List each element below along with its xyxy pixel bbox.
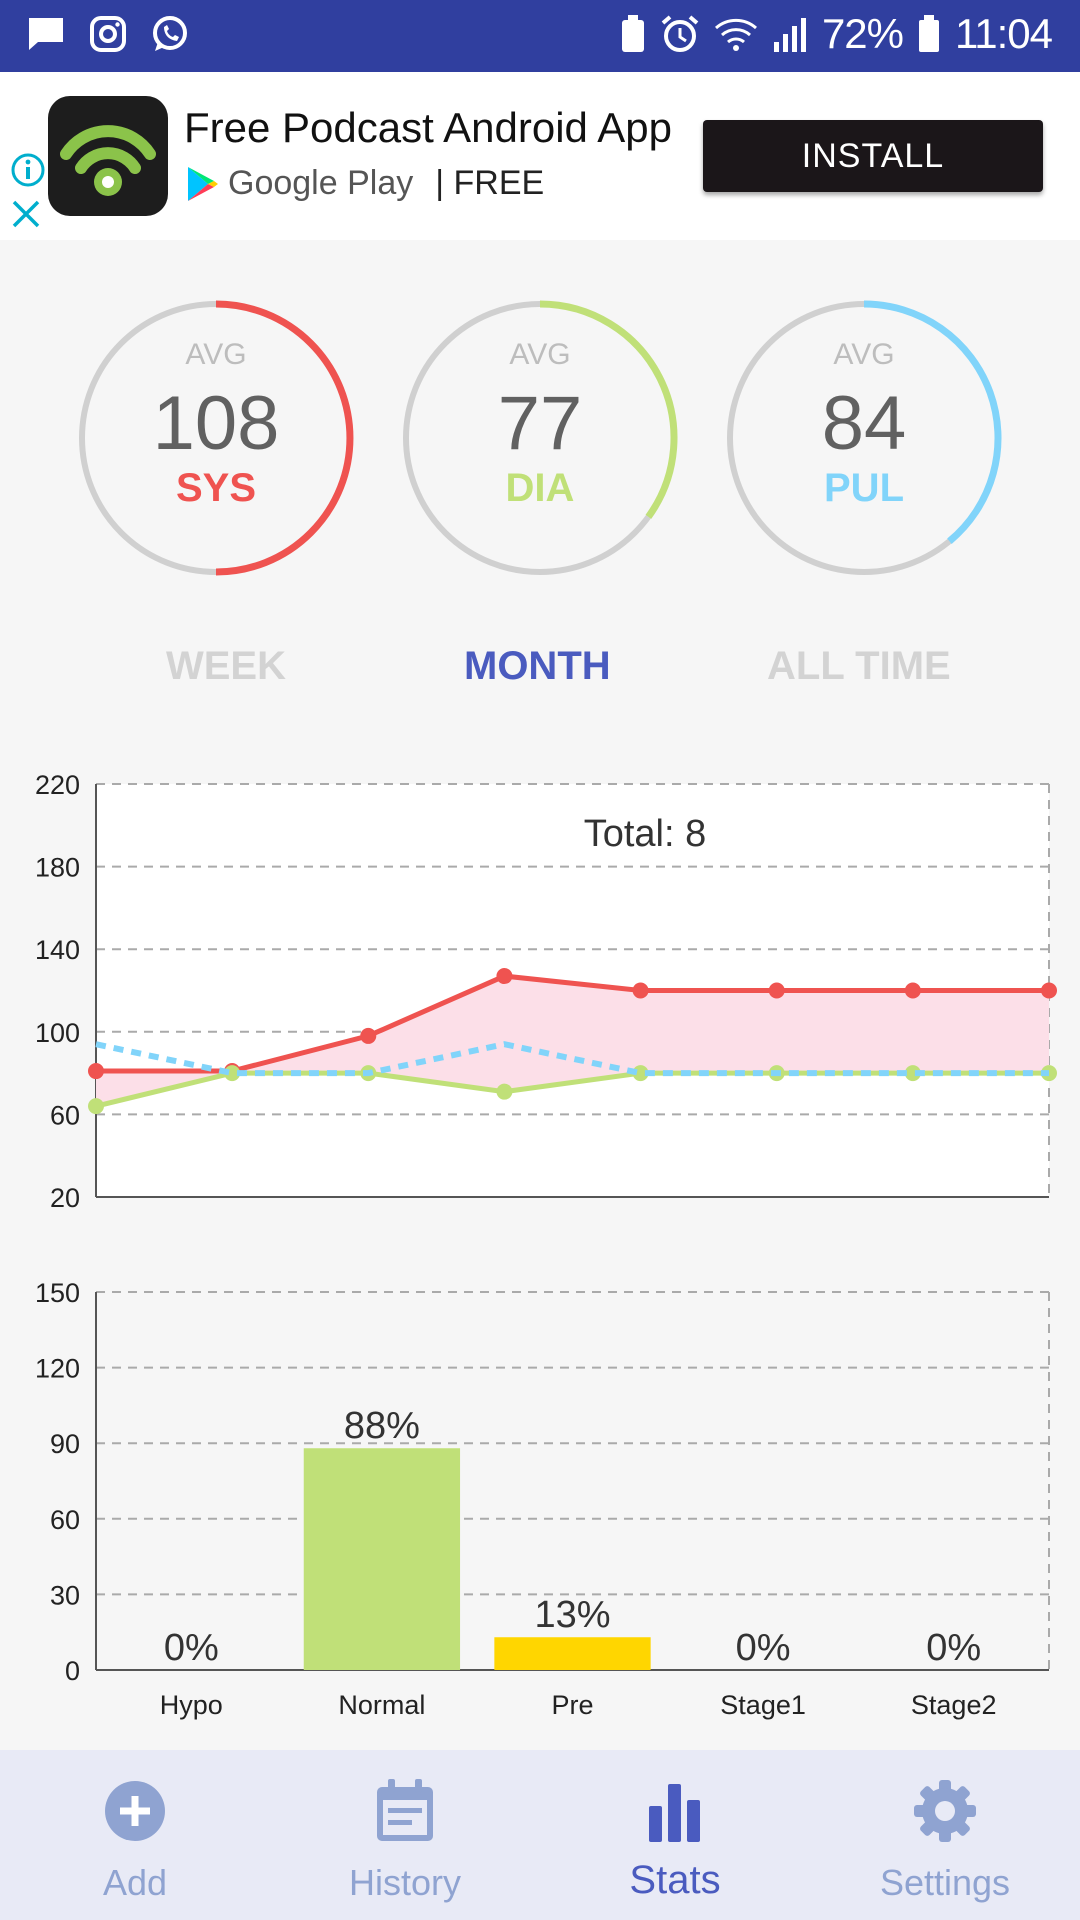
y-tick-label: 0 <box>65 1656 80 1686</box>
diastolic-point <box>88 1098 104 1115</box>
y-tick-label: 140 <box>35 935 80 965</box>
tab-all-time[interactable]: ALL TIME <box>767 644 951 688</box>
signal-icon <box>773 18 806 52</box>
y-tick-label: 180 <box>35 853 80 883</box>
nav-stats[interactable]: Stats <box>540 1750 810 1920</box>
nav-history-label: History <box>348 1862 461 1903</box>
nav-settings[interactable]: Settings <box>810 1750 1080 1920</box>
alarm-icon <box>661 15 699 52</box>
bar-normal <box>303 1448 461 1670</box>
wifi-icon <box>714 18 757 51</box>
diastolic-series-line <box>95 1070 1049 1109</box>
dia-avg-label: AVG <box>509 338 571 371</box>
pul-gauge: AVG 84 PUL <box>724 298 1004 578</box>
gear-icon <box>914 1780 976 1842</box>
nav-history[interactable]: History <box>270 1750 540 1920</box>
nav-stats-label: Stats <box>629 1858 721 1902</box>
systolic-series-line <box>96 973 1049 1074</box>
systolic-point <box>904 982 921 999</box>
add-circle-icon <box>105 1781 165 1841</box>
ad-store-name: Google Play <box>228 164 414 202</box>
google-play-icon <box>188 166 218 201</box>
bp-category-bar-chart: 0 30 60 90 120 150 0% Hypo 88% Normal 13% Pre 0% Stag… <box>35 1278 1050 1720</box>
sys-avg-value: 108 <box>152 381 280 466</box>
whatsapp-icon <box>153 16 187 51</box>
y-tick-label: 220 <box>35 770 80 800</box>
systolic-point <box>632 982 649 999</box>
y-tick-label: 100 <box>35 1018 80 1048</box>
bar-chart-icon <box>649 1784 700 1842</box>
y-tick-label: 60 <box>50 1100 80 1130</box>
pul-gauge-ring <box>727 300 1002 575</box>
ad-banner[interactable]: Free Podcast Android App Google Play | F… <box>0 72 1080 240</box>
ad-store-row: Google Play | FREE <box>186 164 544 203</box>
message-icon <box>29 18 63 50</box>
systolic-point <box>1041 982 1057 999</box>
tab-month[interactable]: MONTH <box>464 644 611 688</box>
podcast-app-logo[interactable] <box>48 96 168 216</box>
sys-gauge-ring <box>79 300 354 576</box>
nav-add[interactable]: Add <box>0 1750 270 1920</box>
pul-avg-value: 84 <box>821 381 907 466</box>
bar-value-label: 0% <box>926 1627 981 1669</box>
ad-title[interactable]: Free Podcast Android App <box>184 104 672 151</box>
status-bar: 72% 11:04 <box>0 0 1080 72</box>
bottom-nav: Add History Stats Settings <box>0 1750 1080 1920</box>
dia-label: DIA <box>505 466 575 510</box>
chart-title: Total: 8 <box>584 813 707 855</box>
gauge-arc <box>539 300 678 519</box>
dia-avg-value: 77 <box>497 381 583 466</box>
systolic-point <box>360 1027 377 1044</box>
x-tick-label: Normal <box>338 1690 425 1720</box>
bar-value-label: 0% <box>736 1627 791 1669</box>
systolic-point <box>768 982 785 999</box>
nav-add-label: Add <box>102 1862 168 1903</box>
gauge-arc <box>215 300 354 576</box>
dia-gauge: AVG 77 DIA <box>400 298 680 578</box>
x-tick-label: Pre <box>551 1690 593 1720</box>
y-tick-label: 150 <box>35 1278 80 1308</box>
battery-percent: 72% <box>821 10 904 57</box>
install-button[interactable]: INSTALL <box>703 120 1043 192</box>
bar-pre <box>494 1637 651 1670</box>
bar-value-label: 13% <box>534 1594 610 1636</box>
x-tick-label: Stage1 <box>720 1690 806 1720</box>
bar-value-label: 88% <box>344 1405 420 1447</box>
bp-line-chart: 20 60 100 140 180 220 Total: 8 <box>35 770 1057 1213</box>
clock: 11:04 <box>955 10 1053 57</box>
pul-avg-label: AVG <box>833 338 895 371</box>
sys-avg-label: AVG <box>185 338 247 371</box>
pul-label: PUL <box>824 466 904 510</box>
bar-value-label: 0% <box>164 1627 219 1669</box>
y-tick-label: 90 <box>50 1429 80 1459</box>
sys-label: SYS <box>175 466 257 510</box>
y-tick-label: 20 <box>50 1183 80 1213</box>
x-tick-label: Hypo <box>160 1690 223 1720</box>
calendar-icon <box>377 1779 433 1841</box>
x-tick-label: Stage2 <box>911 1690 997 1720</box>
battery-icon <box>919 15 939 52</box>
diastolic-point <box>904 1065 921 1082</box>
diastolic-point <box>496 1083 513 1100</box>
instagram-icon <box>90 16 126 52</box>
sys-dia-band <box>96 976 1049 1107</box>
battery-saver-icon <box>621 15 644 52</box>
y-tick-label: 60 <box>50 1505 80 1535</box>
tab-week[interactable]: WEEK <box>166 644 286 688</box>
sys-gauge: AVG 108 SYS <box>76 298 356 578</box>
gauge-arc <box>863 300 1002 544</box>
diastolic-point <box>224 1065 241 1082</box>
systolic-point <box>88 1063 104 1080</box>
dia-gauge-ring <box>403 300 678 575</box>
y-tick-label: 120 <box>35 1354 80 1384</box>
ad-price: | FREE <box>435 164 545 202</box>
y-tick-label: 30 <box>50 1580 80 1610</box>
ad-close-icon[interactable] <box>10 198 42 235</box>
ad-info-icon[interactable] <box>10 152 46 193</box>
nav-settings-label: Settings <box>879 1862 1011 1903</box>
diastolic-point <box>632 1065 649 1082</box>
systolic-point <box>496 968 513 985</box>
